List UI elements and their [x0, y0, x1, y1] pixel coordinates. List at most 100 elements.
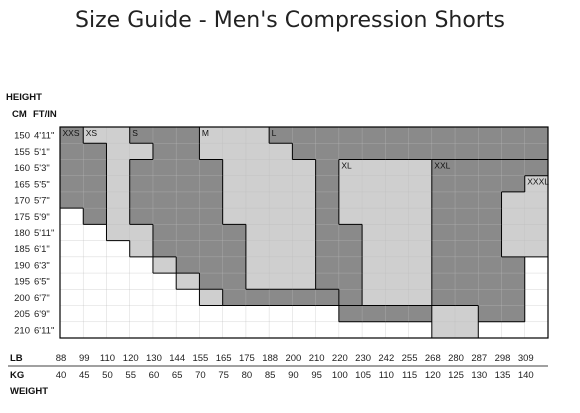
size-cell: [245, 127, 270, 144]
size-cell: [408, 224, 433, 242]
size-cell: [292, 127, 317, 144]
size-cell: [315, 240, 340, 258]
height-ft-tick: 5'5": [34, 179, 50, 190]
size-cell: [315, 273, 340, 290]
size-cell: [478, 127, 502, 144]
size-cell: [501, 224, 526, 242]
size-cell: [524, 289, 549, 306]
size-cell: [315, 191, 340, 209]
size-cell: [431, 273, 456, 290]
size-cell: [269, 240, 293, 258]
size-cell: [106, 127, 131, 144]
size-cell: [245, 159, 270, 177]
size-cell: [315, 289, 340, 306]
size-cell: [385, 224, 409, 242]
size-cell: [222, 224, 247, 242]
weight-lb-tick: 242: [378, 353, 394, 364]
size-cell: [478, 191, 502, 209]
size-cell: [60, 273, 84, 290]
size-cell: [315, 305, 340, 323]
size-cell: [408, 305, 433, 323]
cm-axis-label: CM: [12, 109, 27, 120]
size-cell: [176, 127, 200, 144]
size-cell: [385, 305, 409, 323]
weight-kg-tick: 40: [56, 370, 67, 381]
size-cell: [315, 256, 340, 274]
size-cell: [338, 256, 363, 274]
size-cell: [431, 143, 456, 160]
size-cell: [292, 273, 317, 290]
size-cell: [129, 208, 154, 225]
size-cell: [385, 159, 409, 177]
size-cell: [129, 143, 154, 160]
size-cell: [176, 175, 200, 193]
size-cell: [152, 305, 177, 323]
size-cell: [478, 256, 502, 274]
size-cell: [385, 240, 409, 258]
size-label: L: [272, 128, 277, 138]
size-cell: [176, 289, 200, 306]
size-cell: [83, 224, 107, 242]
size-cell: [431, 240, 456, 258]
size-cell: [362, 305, 386, 323]
size-cell: [199, 191, 224, 209]
chart-border: [59, 126, 549, 339]
size-cell: [245, 256, 270, 274]
size-cell: [83, 175, 107, 193]
size-cell: [83, 240, 107, 258]
size-cell: [501, 321, 526, 339]
size-cell: [501, 127, 526, 144]
size-cell: [129, 273, 154, 290]
size-cell: [431, 208, 456, 225]
size-cell: [362, 256, 386, 274]
size-cell: [199, 159, 224, 177]
size-cell: [106, 273, 131, 290]
size-cell: [176, 208, 200, 225]
weight-kg-tick: 60: [149, 370, 160, 381]
weight-kg-tick: 120: [425, 370, 441, 381]
size-cell: [292, 289, 317, 306]
size-cell: [60, 289, 84, 306]
height-cm-tick: 200: [14, 293, 30, 304]
size-cell: [431, 224, 456, 242]
size-cell: [199, 321, 224, 339]
size-cell: [385, 321, 409, 339]
height-cm-tick: 150: [14, 131, 30, 142]
size-cell: [83, 127, 107, 144]
size-cell: [60, 143, 84, 160]
size-cell: [269, 143, 293, 160]
size-cell: [408, 143, 433, 160]
size-cell: [245, 289, 270, 306]
size-cell: [455, 273, 479, 290]
size-cell: [83, 273, 107, 290]
size-cell: [338, 240, 363, 258]
size-label: XXS: [63, 128, 80, 138]
size-cell: [152, 224, 177, 242]
height-cm-tick: 195: [14, 277, 30, 288]
weight-lb-tick: 130: [146, 353, 162, 364]
size-cell: [129, 191, 154, 209]
size-cell: [408, 240, 433, 258]
weight-lb-tick: 120: [123, 353, 139, 364]
size-cell: [524, 256, 549, 274]
size-cell: [269, 224, 293, 242]
size-cell: [152, 289, 177, 306]
weight-lb-tick: 268: [425, 353, 441, 364]
height-ft-tick: 6'1": [34, 244, 50, 255]
size-cell: [455, 305, 479, 323]
height-ft-tick: 5'11": [34, 228, 54, 239]
size-cell: [106, 321, 131, 339]
size-cell: [152, 240, 177, 258]
size-cell: [501, 273, 526, 290]
size-cell: [455, 256, 479, 274]
size-cell: [385, 256, 409, 274]
size-cell: [269, 321, 293, 339]
weight-lb-tick: 220: [332, 353, 348, 364]
size-cell: [362, 208, 386, 225]
size-cell: [60, 127, 84, 144]
size-cell: [524, 143, 549, 160]
size-cell: [245, 208, 270, 225]
size-cell: [431, 191, 456, 209]
size-cell: [478, 289, 502, 306]
